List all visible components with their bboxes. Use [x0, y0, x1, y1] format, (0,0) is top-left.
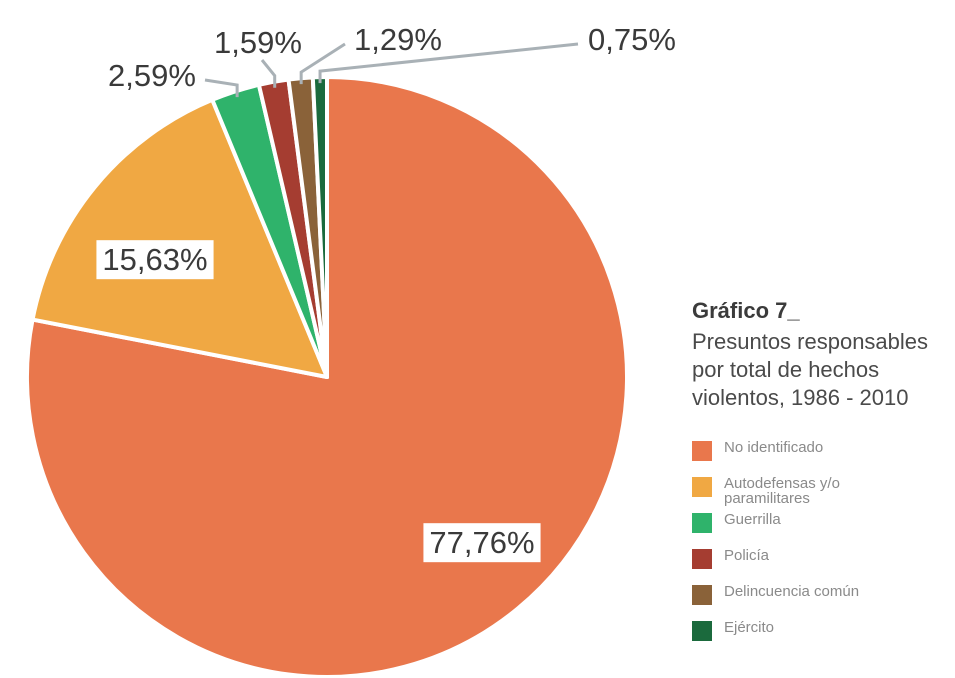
chart-subtitle: Presuntos responsables por total de hech… — [692, 329, 929, 410]
legend-swatch — [692, 513, 712, 533]
leader-line — [299, 42, 346, 85]
pie-slice — [30, 97, 329, 379]
legend-swatch — [692, 477, 712, 497]
label-box — [423, 523, 541, 563]
legend-item: Policía — [692, 548, 954, 578]
data-label: 15,63% — [102, 242, 207, 277]
leader-line — [318, 42, 579, 84]
legend-label: No identificado — [724, 439, 824, 456]
legend-swatch — [692, 585, 712, 605]
data-label: 2,59% — [108, 58, 196, 93]
side-panel: Gráfico 7_ Presuntos responsables por to… — [692, 298, 954, 656]
legend-item: Delincuencia común — [692, 584, 954, 614]
legend: No identificado Autodefensas y/o paramili… — [692, 440, 954, 650]
legend-item: No identificado — [692, 440, 954, 470]
legend-item: Ejército — [692, 620, 954, 650]
legend-label: Policía — [724, 547, 770, 564]
data-label: 1,29% — [354, 22, 442, 57]
leader-line — [260, 59, 277, 88]
data-label: 77,76% — [429, 525, 534, 560]
data-label: 1,59% — [214, 25, 302, 60]
legend-label: Autodefensas y/o paramilitares — [724, 475, 840, 507]
legend-label: Delincuencia común — [724, 583, 860, 600]
legend-swatch — [692, 621, 712, 641]
legend-swatch — [692, 549, 712, 569]
data-label: 0,75% — [588, 22, 676, 57]
legend-label: Guerrilla — [724, 511, 781, 528]
label-box — [96, 240, 214, 280]
chart-title: Gráfico 7_ — [692, 298, 800, 323]
legend-item: Guerrilla — [692, 512, 954, 542]
legend-swatch — [692, 441, 712, 461]
leader-line — [204, 78, 239, 98]
legend-label: Ejército — [724, 619, 775, 636]
legend-item: Autodefensas y/o paramilitares — [692, 476, 954, 506]
